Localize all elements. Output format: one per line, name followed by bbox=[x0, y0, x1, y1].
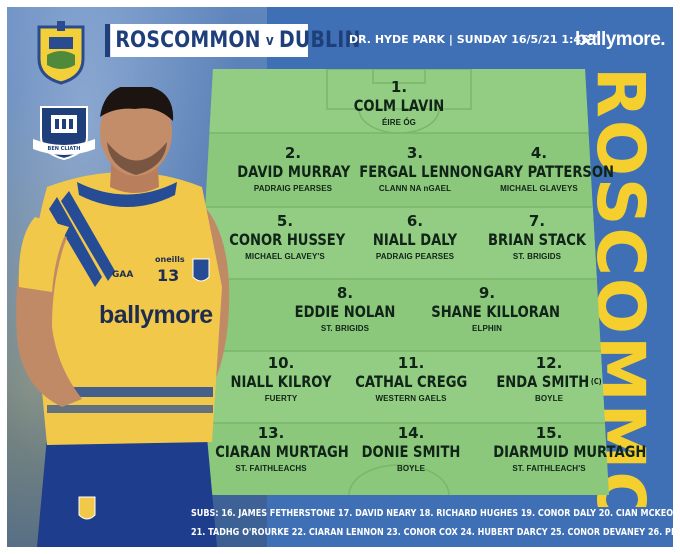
shorts-crest-icon bbox=[78, 496, 96, 520]
team-sheet-card: ROSCOMMON bbox=[7, 7, 673, 547]
player-name: DAVID MURRAY bbox=[237, 162, 351, 181]
player-club: BOYLE bbox=[396, 464, 426, 473]
player-name-row: ENDA SMITH (C) bbox=[493, 372, 605, 392]
player-number: 8. bbox=[336, 284, 354, 302]
match-title: ROSCOMMON v DUBLIN bbox=[105, 24, 360, 57]
player-name: GARY PATTERSON bbox=[483, 162, 615, 181]
match-info: DR. HYDE PARK | SUNDAY 16/5/21 1:45PM bbox=[349, 33, 599, 51]
player-name: NIALL KILROY bbox=[230, 372, 332, 391]
player-position-4: 4. GARY PATTERSON MICHAEL GLAVEYS bbox=[471, 144, 615, 196]
player-name: ENDA SMITH bbox=[496, 372, 590, 391]
player-number: 6. bbox=[406, 212, 424, 230]
venue: DR. HYDE PARK bbox=[349, 33, 446, 46]
versus: v bbox=[265, 32, 274, 49]
player-club: PADRAIG PEARSES bbox=[375, 252, 455, 261]
match-date: SUNDAY 16/5/21 bbox=[456, 33, 558, 46]
player-name: FERGAL LENNON bbox=[359, 162, 483, 181]
player-name: SHANE KILLORAN bbox=[431, 302, 561, 321]
player-club: ÉIRE ÓG bbox=[381, 118, 417, 127]
player-number: 11. bbox=[397, 354, 425, 372]
player-club: MICHAEL GLAVEYS bbox=[500, 184, 578, 193]
player-position-13: 13. CIARAN MURTAGH ST. FAITHLEACHS bbox=[203, 424, 349, 476]
home-team: ROSCOMMON bbox=[115, 28, 261, 53]
player-club: ST. FAITHLEACH'S bbox=[512, 464, 586, 473]
away-team: DUBLIN bbox=[279, 28, 361, 53]
player-photo: oneills 13 GAA ballymore bbox=[16, 87, 230, 547]
substitutes-list: SUBS: 16. JAMES FETHERSTONE 17. DAVID NE… bbox=[191, 504, 673, 542]
player-name: CATHAL CREGG bbox=[355, 372, 468, 391]
player-number: 7. bbox=[528, 212, 546, 230]
player-number: 13. bbox=[257, 424, 285, 442]
player-club: WESTERN GAELS bbox=[375, 394, 447, 403]
player-position-1: 1. COLM LAVIN ÉIRE ÓG bbox=[331, 79, 467, 130]
player-position-8: 8. EDDIE NOLAN ST. BRIGIDS bbox=[277, 285, 413, 336]
subs-line-2: 21. TADHG O'ROURKE 22. CIARAN LENNON 23.… bbox=[191, 527, 673, 538]
shirt-crest-icon bbox=[192, 258, 210, 282]
shirt-brand: oneills bbox=[155, 255, 185, 264]
sponsor-logo: ballymore. bbox=[575, 29, 666, 50]
shirt-number: 13 bbox=[157, 266, 179, 285]
player-name: COLM LAVIN bbox=[353, 96, 445, 115]
player-club: MICHAEL GLAVEY'S bbox=[245, 252, 325, 261]
player-name: CONOR HUSSEY bbox=[229, 230, 346, 249]
player-position-15: 15. DIARMUID MURTAGH ST. FAITHLEACH'S bbox=[481, 424, 647, 476]
player-number: 3. bbox=[406, 144, 424, 162]
player-club: ST. BRIGIDS bbox=[512, 252, 562, 261]
dublin-crest-motto: BEN CLIATH bbox=[48, 146, 81, 152]
match-time: 1:45 bbox=[561, 33, 589, 46]
player-club: ST. BRIGIDS bbox=[320, 324, 370, 333]
player-name: DIARMUID MURTAGH bbox=[493, 442, 647, 461]
player-position-7: 7. BRIAN STACK ST. BRIGIDS bbox=[469, 213, 605, 264]
player-club: FUERTY bbox=[264, 394, 298, 403]
player-position-11: 11. CATHAL CREGG WESTERN GAELS bbox=[343, 355, 479, 406]
player-name: BRIAN STACK bbox=[487, 230, 587, 249]
player-name: DONIE SMITH bbox=[361, 442, 461, 461]
player-club: PADRAIG PEARSES bbox=[253, 184, 333, 193]
player-number: 5. bbox=[276, 212, 294, 230]
player-position-2: 2. DAVID MURRAY PADRAIG PEARSES bbox=[225, 145, 361, 196]
player-number: 10. bbox=[267, 354, 295, 372]
player-name: CIARAN MURTAGH bbox=[215, 442, 349, 461]
dublin-crest-icon: BEN CLIATH bbox=[33, 106, 95, 161]
player-position-6: 6. NIALL DALY PADRAIG PEARSES bbox=[347, 213, 483, 264]
info-separator: | bbox=[448, 33, 453, 46]
player-position-5: 5. CONOR HUSSEY MICHAEL GLAVEY'S bbox=[217, 213, 353, 264]
player-number: 12. bbox=[535, 354, 563, 372]
player-number: 15. bbox=[535, 424, 563, 442]
player-position-9: 9. SHANE KILLORAN ELPHIN bbox=[419, 284, 561, 336]
shirt-sponsor: ballymore bbox=[99, 301, 213, 329]
player-position-14: 14. DONIE SMITH BOYLE bbox=[343, 425, 479, 476]
player-club: ST. FAITHLEACHS bbox=[235, 464, 307, 473]
player-club: ELPHIN bbox=[472, 324, 502, 333]
player-name: EDDIE NOLAN bbox=[294, 302, 396, 321]
player-club: CLANN NA nGAEL bbox=[378, 184, 452, 193]
player-number: 14. bbox=[397, 424, 425, 442]
subs-line-1: SUBS: 16. JAMES FETHERSTONE 17. DAVID NE… bbox=[191, 508, 673, 519]
player-number: 4. bbox=[530, 144, 548, 162]
match-time-suffix: PM bbox=[588, 33, 600, 41]
roscommon-crest-icon bbox=[37, 21, 85, 85]
player-position-12: 12. ENDA SMITH (C) BOYLE bbox=[481, 355, 617, 406]
player-position-10: 10. NIALL KILROY FUERTY bbox=[213, 355, 349, 406]
captain-badge: (C) bbox=[590, 377, 602, 386]
player-name: NIALL DALY bbox=[372, 230, 458, 249]
player-club: BOYLE bbox=[534, 394, 564, 403]
shirt-kit-logo: GAA bbox=[112, 270, 133, 280]
player-number: 1. bbox=[390, 78, 408, 96]
player-position-3: 3. FERGAL LENNON CLANN NA nGAEL bbox=[347, 145, 483, 196]
player-number: 9. bbox=[478, 284, 496, 302]
pitch bbox=[189, 69, 609, 495]
player-number: 2. bbox=[284, 144, 302, 162]
